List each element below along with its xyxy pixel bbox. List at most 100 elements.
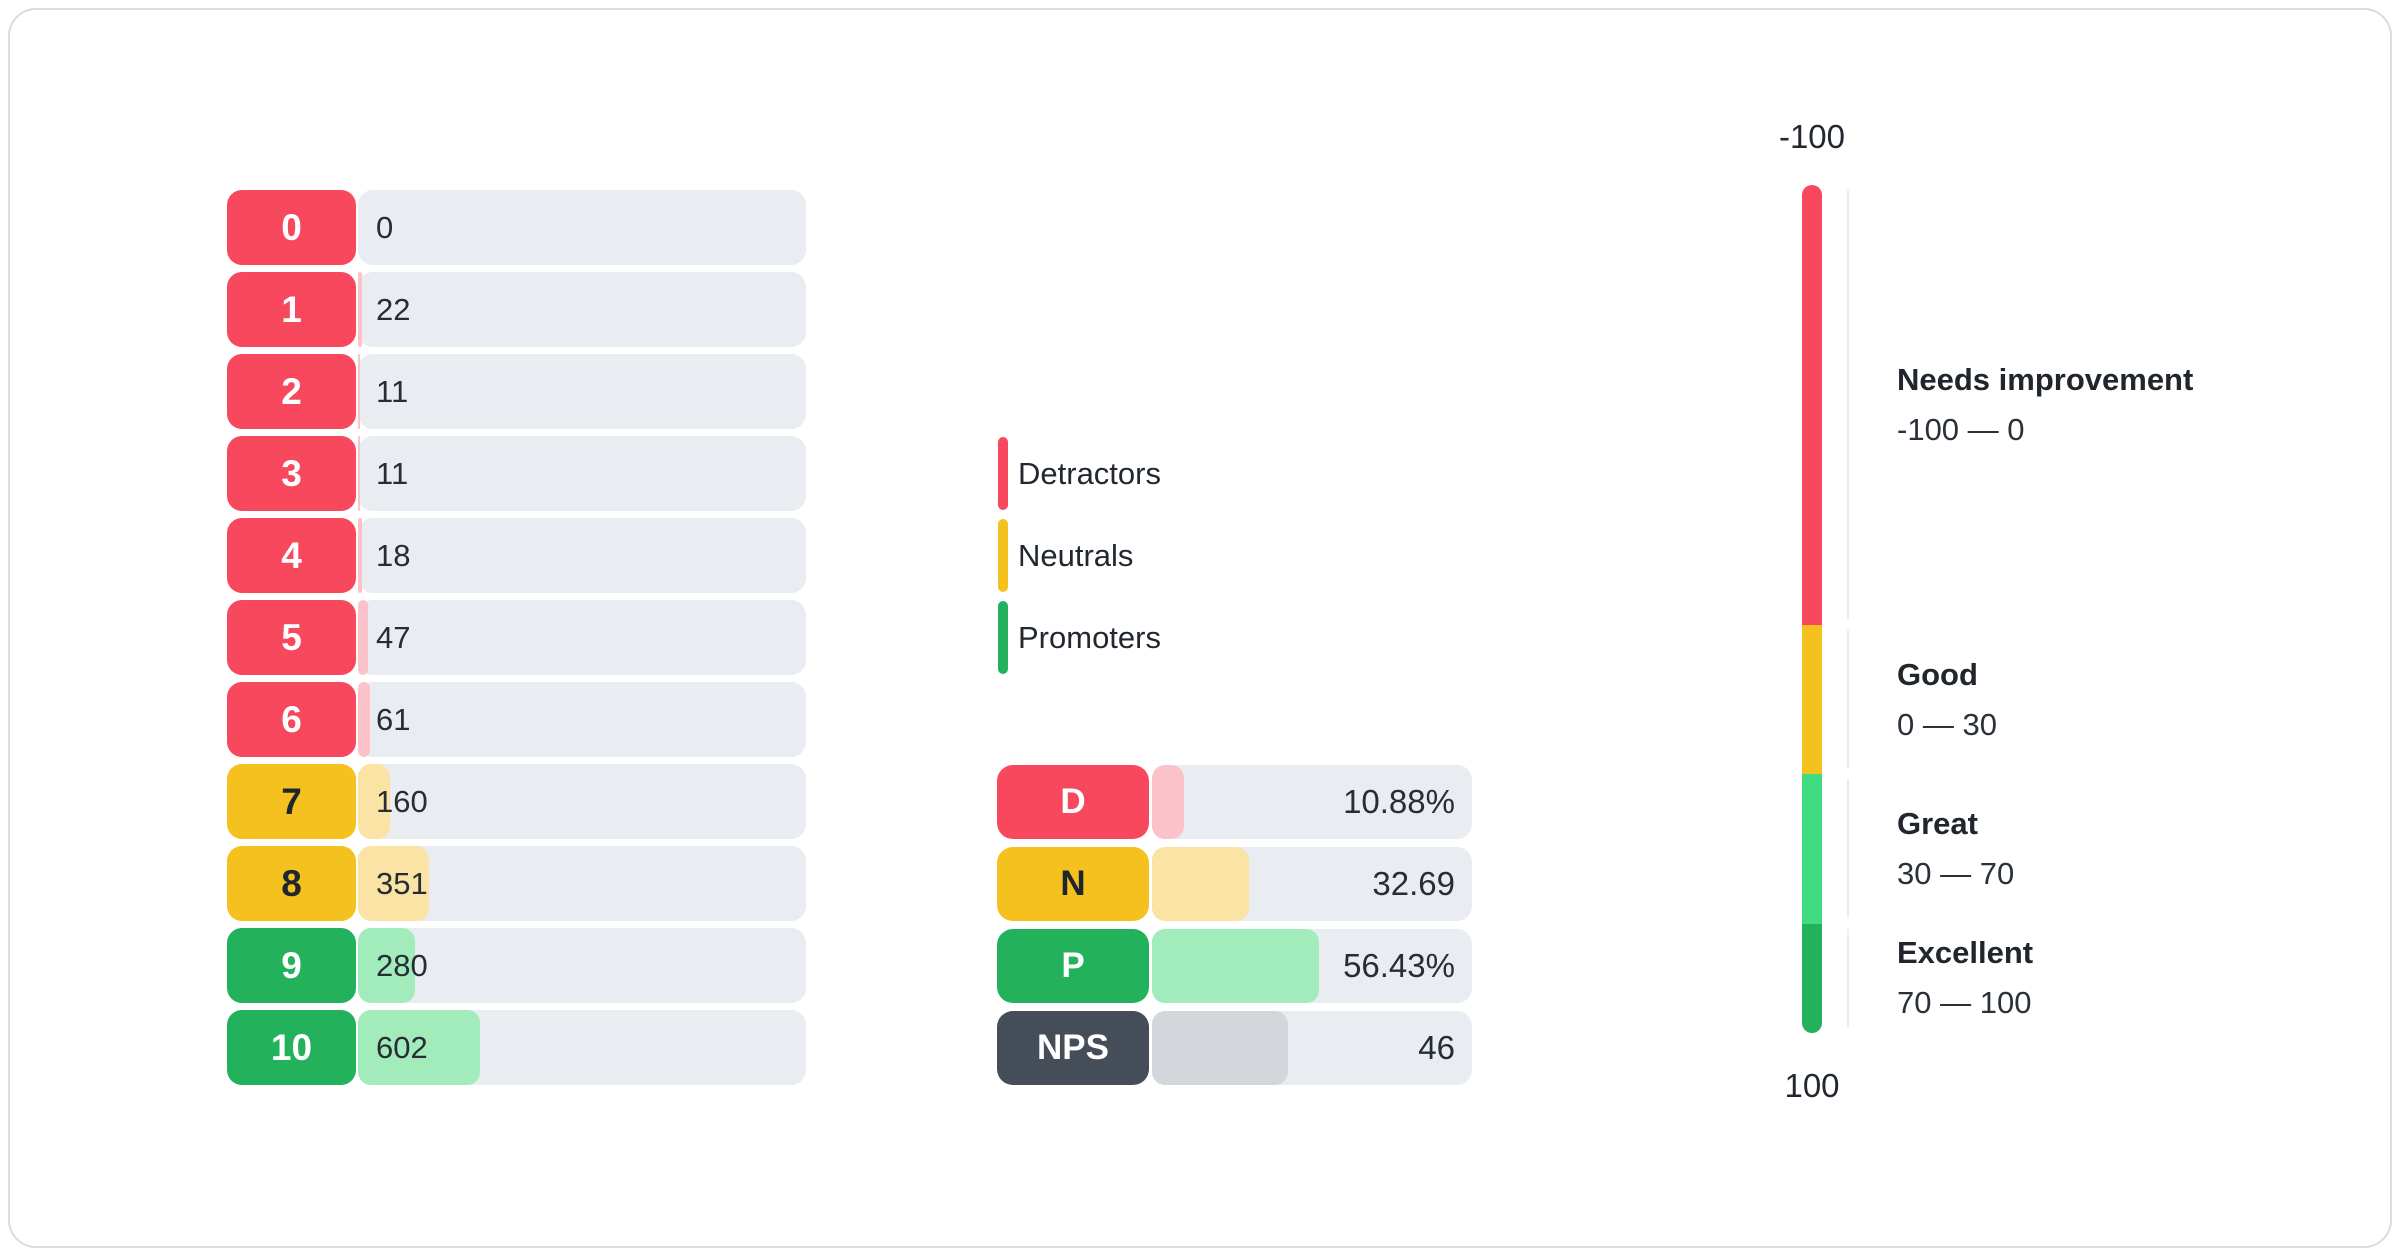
summary-row-d: D 10.88%: [997, 765, 1472, 839]
summary-value: 32.69: [1372, 865, 1455, 902]
legend-item-detractor: Detractors: [998, 437, 1161, 510]
score-fill-bar: [358, 354, 361, 429]
score-label: 7: [227, 764, 356, 839]
score-value: 351: [376, 865, 428, 901]
score-track: 160: [358, 764, 806, 839]
score-value: 22: [376, 291, 411, 327]
score-row: 1 22: [227, 272, 806, 347]
legend-color-pill: [998, 519, 1008, 592]
score-label: 0: [227, 190, 356, 265]
score-row: 10 602: [227, 1010, 806, 1085]
summary-bars: D 10.88% N 32.69 P 56.43% NPS 46: [997, 765, 1472, 1085]
summary-label: D: [997, 765, 1149, 839]
gauge-zone-title: Excellent: [1897, 935, 2034, 970]
score-track: 22: [358, 272, 806, 347]
score-fill-bar: [358, 928, 415, 1003]
gauge-zone-title: Great: [1897, 806, 1978, 841]
score-track: 351: [358, 846, 806, 921]
summary-track: 46: [1152, 1011, 1472, 1085]
score-fill-bar: [358, 600, 368, 675]
summary-label: NPS: [997, 1011, 1149, 1085]
score-track: 11: [358, 436, 806, 511]
gauge-divider-line: [1847, 630, 1849, 769]
legend-item-promoter: Promoters: [998, 601, 1161, 674]
legend-item-neutral: Neutrals: [998, 519, 1161, 592]
legend: Detractors Neutrals Promoters: [998, 437, 1161, 674]
score-track: 61: [358, 682, 806, 757]
score-label: 1: [227, 272, 356, 347]
gauge-zone-segment-3: [1802, 774, 1822, 924]
score-distribution-chart: 0 0 1 22 2 11 3 11 4 18 5 47 6 61 7 160 8 351 9 280 10 602: [227, 190, 806, 1085]
score-track: 11: [358, 354, 806, 429]
score-fill-bar: [358, 272, 363, 347]
score-fill-bar: [358, 682, 371, 757]
score-value: 602: [376, 1029, 428, 1065]
gauge-top-label: -100: [1778, 118, 1846, 155]
score-label: 4: [227, 518, 356, 593]
summary-fill-bar: [1152, 847, 1249, 921]
score-row: 6 61: [227, 682, 806, 757]
score-value: 18: [376, 537, 411, 573]
gauge-zone-segment-4: [1802, 923, 1822, 1033]
gauge-divider-line: [1847, 779, 1849, 918]
gauge-zone-range: -100 — 0: [1897, 412, 2025, 447]
gauge-divider-line: [1847, 929, 1849, 1028]
gauge-zone-range: 70 — 100: [1897, 985, 2032, 1020]
summary-row-n: N 32.69: [997, 847, 1472, 921]
legend-color-pill: [998, 437, 1008, 510]
score-track: 0: [358, 190, 806, 265]
gauge-zone-label-1: Needs improvement -100 — 0: [1897, 362, 2193, 448]
summary-track: 56.43%: [1152, 929, 1472, 1003]
score-label: 9: [227, 928, 356, 1003]
score-label: 3: [227, 436, 356, 511]
summary-fill-bar: [1152, 929, 1319, 1003]
score-label: 2: [227, 354, 356, 429]
score-row: 5 47: [227, 600, 806, 675]
gauge-zone-range: 0 — 30: [1897, 707, 1997, 742]
legend-label: Detractors: [1018, 455, 1161, 491]
score-track: 18: [358, 518, 806, 593]
score-row: 9 280: [227, 928, 806, 1003]
score-fill-bar: [358, 436, 361, 511]
legend-color-pill: [998, 601, 1008, 674]
gauge-divider-line: [1847, 190, 1849, 620]
score-label: 5: [227, 600, 356, 675]
summary-value: 10.88%: [1343, 783, 1455, 820]
gauge-zone-range: 30 — 70: [1897, 856, 2015, 891]
gauge-bottom-label: 100: [1784, 1067, 1840, 1104]
legend-label: Neutrals: [1018, 537, 1134, 573]
summary-fill-bar: [1152, 1011, 1288, 1085]
gauge-zone-label-4: Excellent 70 — 100: [1897, 935, 2033, 1021]
gauge-zone-label-2: Good 0 — 30: [1897, 657, 1997, 743]
summary-label: P: [997, 929, 1149, 1003]
score-row: 8 351: [227, 846, 806, 921]
gauge-zone-label-3: Great 30 — 70: [1897, 806, 2014, 892]
score-value: 160: [376, 783, 428, 819]
gauge-zone-title: Needs improvement: [1897, 362, 2194, 397]
gauge-zone-title: Good: [1897, 657, 1978, 692]
score-value: 0: [376, 209, 394, 245]
summary-value: 56.43%: [1343, 947, 1455, 984]
score-row: 3 11: [227, 436, 806, 511]
gauge-zone-segment-1: [1802, 185, 1822, 626]
score-track: 602: [358, 1010, 806, 1085]
score-fill-bar: [358, 1010, 481, 1085]
score-fill-bar: [358, 846, 430, 921]
gauge-zone-segment-2: [1802, 625, 1822, 775]
score-row: 4 18: [227, 518, 806, 593]
score-label: 8: [227, 846, 356, 921]
score-row: 7 160: [227, 764, 806, 839]
score-fill-bar: [358, 518, 362, 593]
score-row: 2 11: [227, 354, 806, 429]
summary-track: 10.88%: [1152, 765, 1472, 839]
score-value: 47: [376, 619, 411, 655]
summary-value: 46: [1418, 1029, 1455, 1066]
score-value: 11: [376, 455, 409, 491]
score-value: 61: [376, 701, 411, 737]
score-fill-bar: [358, 764, 391, 839]
score-label: 10: [227, 1010, 356, 1085]
summary-track: 32.69: [1152, 847, 1472, 921]
nps-gauge: [1802, 185, 1822, 1033]
